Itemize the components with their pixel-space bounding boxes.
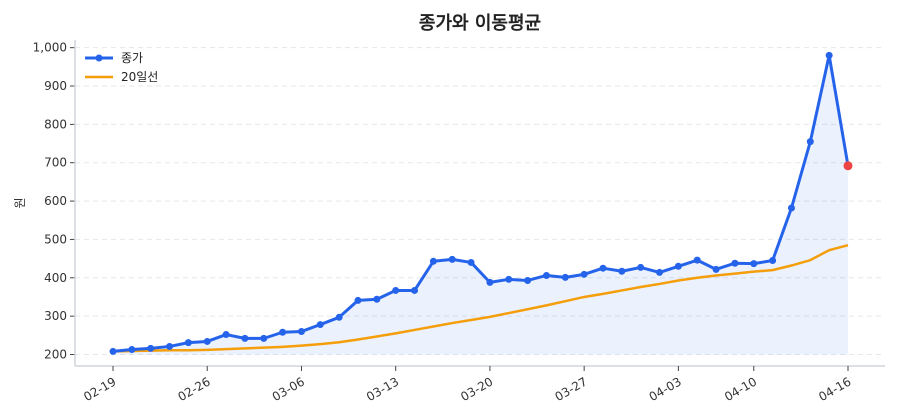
- close-point: [354, 296, 362, 304]
- close-point: [806, 138, 814, 146]
- close-point: [241, 334, 249, 342]
- x-tick-label: 04-16: [816, 374, 853, 404]
- close-point: [618, 267, 626, 275]
- y-tick-label: 900: [44, 79, 67, 93]
- x-tick-label: 02-19: [81, 374, 118, 404]
- close-point: [637, 263, 645, 271]
- y-axis: 200 300 400 500 600 700 800 900 1,000: [33, 40, 76, 366]
- close-point: [787, 204, 795, 212]
- close-point: [561, 273, 569, 281]
- legend-close-label: 종가: [121, 51, 143, 65]
- close-point: [260, 334, 268, 342]
- chart-title: 종가와 이동평균: [419, 13, 541, 34]
- close-point: [731, 259, 739, 267]
- close-point: [297, 327, 305, 335]
- legend-ma20-label: 20일선: [121, 70, 158, 84]
- close-point: [693, 256, 701, 264]
- y-tick-label: 700: [44, 156, 67, 170]
- close-point: [769, 257, 777, 265]
- close-point: [599, 264, 607, 272]
- close-point: [467, 258, 475, 266]
- x-tick-label: 04-03: [647, 374, 684, 404]
- close-point: [750, 260, 758, 268]
- x-tick-label: 03-27: [552, 374, 589, 404]
- close-point: [411, 286, 419, 294]
- close-point: [279, 328, 287, 336]
- close-point: [656, 268, 664, 276]
- close-point: [184, 339, 192, 347]
- x-axis: 02-19 02-26 03-06 03-13 03-20 03-27 04-03 04-10…: [75, 365, 885, 404]
- y-tick-label: 600: [44, 194, 67, 208]
- close-point: [448, 255, 456, 263]
- x-tick-label: 03-20: [458, 374, 495, 404]
- y-tick-label: 300: [44, 309, 67, 323]
- legend: 종가 20일선: [85, 51, 158, 84]
- y-tick-label: 500: [44, 232, 67, 246]
- x-tick-label: 04-10: [722, 374, 759, 404]
- y-axis-label: 원: [13, 197, 27, 208]
- close-point: [505, 275, 513, 283]
- close-point: [147, 344, 155, 352]
- x-tick-label: 03-13: [364, 374, 401, 404]
- close-point: [825, 51, 833, 59]
- close-point: [109, 347, 117, 355]
- close-area-fill: [113, 55, 848, 355]
- plot-area: [109, 51, 853, 355]
- close-point: [222, 331, 230, 339]
- close-point: [580, 270, 588, 278]
- grid: [75, 47, 885, 355]
- y-tick-label: 400: [44, 271, 67, 285]
- close-point: [712, 265, 720, 273]
- close-point: [542, 271, 550, 279]
- close-point: [524, 276, 532, 284]
- close-last-point: [843, 161, 853, 171]
- close-point: [166, 342, 174, 350]
- x-tick-label: 02-26: [176, 374, 213, 404]
- close-point: [316, 321, 324, 329]
- ma20-line: [112, 243, 849, 353]
- close-point: [486, 278, 494, 286]
- x-tick-label: 03-06: [270, 374, 307, 404]
- y-tick-label: 800: [44, 117, 67, 131]
- close-point: [203, 337, 211, 345]
- close-point: [373, 295, 381, 303]
- close-line: [112, 53, 850, 353]
- close-point: [392, 286, 400, 294]
- close-point: [674, 262, 682, 270]
- y-tick-label: 200: [44, 347, 67, 361]
- close-point: [335, 313, 343, 321]
- close-point: [128, 346, 136, 354]
- legend-close-marker: [95, 54, 103, 62]
- y-tick-label: 1,000: [33, 41, 67, 55]
- close-point: [429, 257, 437, 265]
